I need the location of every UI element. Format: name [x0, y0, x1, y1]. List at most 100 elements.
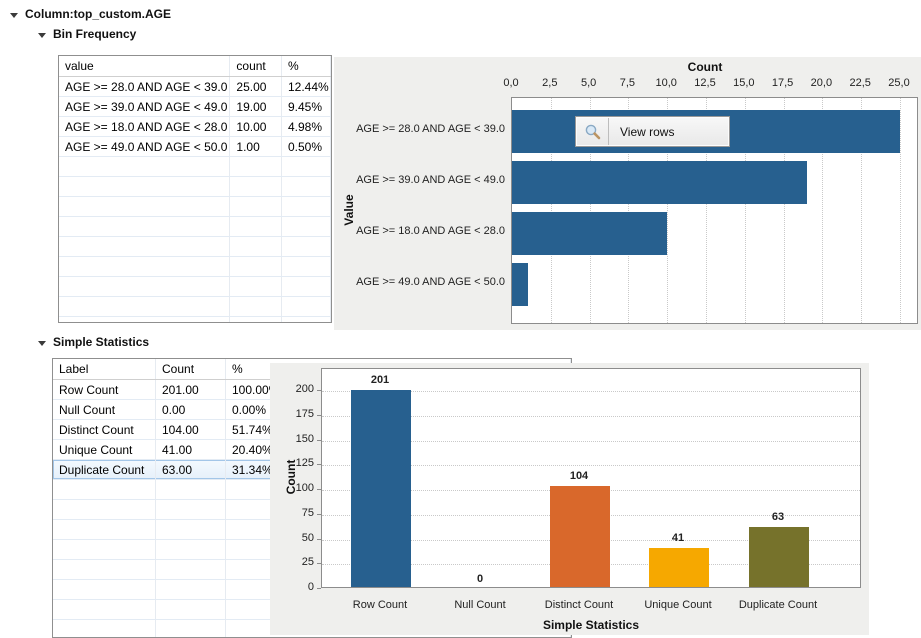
gridline	[900, 98, 901, 323]
table-cell: 201.00	[156, 380, 226, 399]
column-section-header[interactable]: Column:top_custom.AGE	[10, 7, 171, 21]
x-tick-label: 5,0	[580, 77, 597, 89]
table-cell: Unique Count	[53, 440, 156, 459]
x-axis-title: Count	[687, 60, 723, 74]
table-cell	[59, 237, 231, 256]
view-rows-button[interactable]: View rows	[575, 116, 730, 147]
table-cell	[230, 257, 282, 276]
table-cell: 25.00	[230, 77, 282, 96]
bar-value-label: 201	[370, 374, 390, 386]
table-cell	[53, 480, 156, 499]
x-tick-label: 10,0	[655, 77, 677, 89]
table-cell: 1.00	[230, 137, 282, 156]
table-cell	[53, 520, 156, 539]
table-cell	[282, 317, 331, 322]
table-row[interactable]: AGE >= 49.0 AND AGE < 50.0 1.00 0.50%	[59, 137, 331, 157]
table-row[interactable]	[59, 257, 331, 277]
column-header-cell: Label	[53, 359, 156, 379]
plot-area	[321, 368, 861, 588]
y-tick-label: 0	[307, 581, 314, 593]
y-category-label: AGE >= 39.0 AND AGE < 49.0	[356, 174, 505, 186]
table-row[interactable]: AGE >= 28.0 AND AGE < 39.0 25.00 12.44%	[59, 77, 331, 97]
gridline	[628, 98, 630, 323]
table-header-row: value count%	[59, 56, 331, 77]
table-row[interactable]	[59, 217, 331, 237]
table-cell	[53, 540, 156, 559]
bar-value-label: 63	[771, 510, 785, 523]
y-category-label: AGE >= 49.0 AND AGE < 50.0	[356, 276, 505, 288]
table-row[interactable]: AGE >= 18.0 AND AGE < 28.0 10.00 4.98%	[59, 117, 331, 137]
table-cell: 0.00	[156, 400, 226, 419]
table-cell	[156, 600, 226, 619]
table-cell	[59, 217, 231, 236]
gridline	[550, 98, 552, 323]
bar-Duplicate Count[interactable]	[749, 526, 809, 587]
table-cell	[156, 520, 226, 539]
table-row[interactable]: Null Count 0.00 0.00%	[53, 400, 571, 420]
collapse-triangle-icon	[10, 12, 18, 18]
bin-frequency-section-header[interactable]: Bin Frequency	[38, 27, 136, 41]
table-cell	[282, 197, 331, 216]
simple-statistics-section-header[interactable]: Simple Statistics	[38, 335, 149, 349]
table-cell	[156, 540, 226, 559]
table-cell: 10.00	[230, 117, 282, 136]
table-cell	[59, 177, 231, 196]
table-cell: 0.50%	[282, 137, 331, 156]
bin-frequency-chart: Count 0,0 2,5 5,0 7,5 10,0 12,5 15,0 17,5 20,0 22,…	[334, 57, 921, 330]
table-row[interactable]	[59, 197, 331, 217]
y-tick-mark	[317, 513, 321, 515]
table-cell	[53, 500, 156, 519]
x-tick-label: 22,5	[849, 77, 871, 89]
table-row[interactable]	[59, 157, 331, 177]
y-tick-mark	[317, 489, 321, 490]
magnifier-icon	[576, 117, 608, 146]
gridline	[783, 98, 785, 323]
gridline	[322, 440, 860, 442]
bar-Row Count[interactable]	[351, 390, 411, 587]
table-cell	[230, 217, 282, 236]
table-cell	[59, 277, 231, 296]
y-axis-title: Value	[342, 193, 356, 226]
gridline	[322, 391, 860, 392]
table-cell	[59, 197, 231, 216]
gridline	[861, 98, 863, 323]
table-cell	[156, 580, 226, 599]
gridline	[322, 465, 860, 467]
bar-Distinct Count[interactable]	[550, 486, 610, 587]
bin-frequency-title: Bin Frequency	[53, 27, 137, 41]
table-row[interactable]	[59, 277, 331, 297]
table-cell	[59, 157, 231, 176]
table-cell	[156, 500, 226, 519]
collapse-triangle-icon	[38, 340, 46, 346]
x-tick-label: 7,5	[619, 77, 636, 89]
bin-frequency-table: value count% AGE >= 28.0 AND AGE < 39.0 25.…	[58, 55, 332, 323]
x-category-label: Unique Count	[644, 599, 712, 611]
bar-AGE >= 18.0 AND AGE < 28.0[interactable]	[512, 211, 668, 255]
bar-AGE >= 49.0 AND AGE < 50.0[interactable]	[512, 262, 528, 306]
table-cell	[53, 560, 156, 579]
table-row[interactable]: AGE >= 39.0 AND AGE < 49.0 19.00 9.45%	[59, 97, 331, 117]
table-cell: Duplicate Count	[53, 460, 156, 479]
table-row[interactable]	[59, 237, 331, 257]
tooltip-divider	[608, 118, 609, 145]
bar-Unique Count[interactable]	[649, 548, 709, 587]
x-category-label: Distinct Count	[544, 599, 614, 611]
gridline	[744, 98, 746, 323]
table-cell	[230, 297, 282, 316]
table-cell: Distinct Count	[53, 420, 156, 439]
y-category-label: AGE >= 28.0 AND AGE < 39.0	[356, 123, 505, 135]
table-row[interactable]	[59, 177, 331, 197]
x-tick-label: 25,0	[888, 77, 910, 89]
y-tick-mark	[317, 414, 321, 416]
bar-AGE >= 39.0 AND AGE < 49.0[interactable]	[512, 160, 807, 204]
table-cell	[230, 197, 282, 216]
x-tick-label: 2,5	[542, 77, 558, 89]
table-row[interactable]	[59, 297, 331, 317]
y-tick-label: 175	[295, 407, 314, 420]
table-row[interactable]	[59, 317, 331, 322]
y-tick-mark	[317, 439, 321, 441]
gridline	[589, 98, 591, 323]
table-cell	[282, 257, 331, 276]
y-axis-title: Count	[284, 459, 298, 495]
